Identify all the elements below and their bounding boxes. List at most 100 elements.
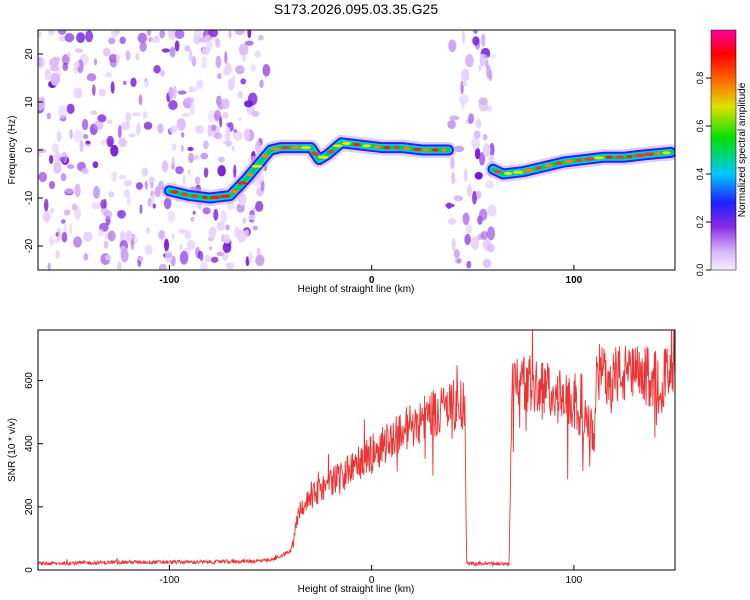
- noise-blob: [460, 68, 470, 82]
- noise-blob: [180, 131, 185, 138]
- noise-blob: [453, 195, 464, 202]
- noise-blob: [139, 204, 143, 215]
- noise-blob: [75, 60, 80, 68]
- noise-blob: [38, 56, 43, 67]
- noise-blob: [165, 249, 173, 263]
- noise-blob: [472, 36, 480, 46]
- ridge-peak: [654, 152, 661, 156]
- noise-blob: [461, 30, 466, 44]
- noise-blob: [179, 244, 183, 251]
- ridge-peak: [352, 143, 361, 147]
- spectrogram-ytick-label: 0: [24, 147, 35, 153]
- noise-blob: [476, 190, 482, 199]
- noise-blob: [191, 55, 197, 67]
- noise-blob: [482, 143, 491, 157]
- noise-blob: [104, 254, 112, 261]
- noise-blob: [125, 50, 131, 61]
- spectrogram-ytick-label: 10: [24, 96, 35, 108]
- ridge-peak: [317, 155, 329, 159]
- noise-blob: [100, 199, 107, 209]
- ridge-peak: [393, 146, 401, 150]
- snr-ytick-label: 600: [24, 372, 35, 389]
- noise-blob: [86, 73, 97, 82]
- noise-blob: [480, 230, 489, 240]
- ridge-peak: [229, 189, 239, 193]
- ridge-peak: [362, 144, 372, 148]
- noise-blob: [130, 77, 137, 88]
- noise-blob: [64, 32, 75, 43]
- noise-blob: [488, 53, 497, 59]
- noise-blob: [38, 152, 42, 158]
- noise-blob: [222, 112, 229, 119]
- noise-blob: [485, 180, 494, 189]
- noise-blob: [138, 256, 144, 261]
- noise-blob: [461, 99, 465, 110]
- noise-blob: [79, 139, 84, 153]
- noise-blob: [487, 226, 495, 241]
- noise-blob: [168, 86, 174, 100]
- noise-blob: [216, 221, 225, 232]
- noise-blob: [64, 187, 74, 195]
- noise-blob: [188, 152, 194, 164]
- noise-blob: [478, 64, 482, 72]
- noise-blob: [449, 115, 460, 121]
- noise-blob: [94, 58, 98, 66]
- noise-blob: [188, 86, 193, 93]
- noise-blob: [128, 133, 136, 138]
- noise-blob: [470, 236, 479, 250]
- noise-blob: [81, 168, 89, 174]
- noise-blob: [190, 216, 195, 223]
- noise-blob: [71, 203, 78, 211]
- ridge-peak: [372, 145, 381, 149]
- noise-blob: [161, 160, 169, 173]
- noise-blob: [226, 122, 231, 127]
- noise-blob: [213, 132, 223, 140]
- noise-blob: [237, 229, 247, 243]
- ridge-peak: [583, 157, 595, 161]
- noise-blob: [215, 55, 222, 69]
- noise-blob: [39, 96, 46, 104]
- snr-plot-area: [38, 330, 675, 570]
- noise-blob: [487, 243, 495, 253]
- noise-blob: [168, 100, 178, 111]
- noise-blob: [456, 258, 462, 264]
- noise-blob: [224, 127, 229, 141]
- ridge-peak: [300, 146, 312, 150]
- ridge-peak: [270, 147, 281, 151]
- noise-blob: [44, 68, 51, 81]
- noise-blob: [242, 54, 246, 62]
- ridge-peak: [441, 148, 448, 152]
- noise-blob: [50, 72, 60, 86]
- noise-blob: [184, 97, 195, 104]
- noise-blob: [174, 40, 180, 52]
- snr-frame: [37, 329, 676, 571]
- noise-blob: [48, 30, 55, 36]
- noise-blob: [66, 164, 75, 169]
- noise-blob: [224, 51, 228, 64]
- noise-blob: [123, 80, 127, 86]
- ridge-peak: [555, 161, 563, 165]
- noise-blob: [49, 207, 55, 214]
- noise-blob: [160, 69, 165, 77]
- noise-blob: [233, 164, 237, 179]
- noise-blob: [46, 112, 51, 120]
- noise-blob: [60, 219, 66, 224]
- noise-blob: [138, 94, 143, 106]
- ridge-peak: [523, 168, 534, 172]
- noise-blob: [233, 128, 238, 133]
- noise-blob: [248, 214, 256, 221]
- noise-blob: [225, 224, 230, 231]
- noise-blob: [243, 128, 251, 142]
- noise-blob: [103, 209, 113, 219]
- ridge-band: [491, 150, 673, 176]
- colorbar-tick-label: 0.2: [695, 216, 705, 229]
- noise-blob: [231, 146, 235, 152]
- noise-blob: [210, 256, 219, 263]
- noise-blob: [73, 129, 83, 143]
- noise-blob: [125, 230, 133, 242]
- noise-blob: [195, 125, 205, 134]
- noise-blob: [48, 154, 54, 164]
- noise-blob: [192, 154, 200, 160]
- noise-blob: [109, 58, 118, 68]
